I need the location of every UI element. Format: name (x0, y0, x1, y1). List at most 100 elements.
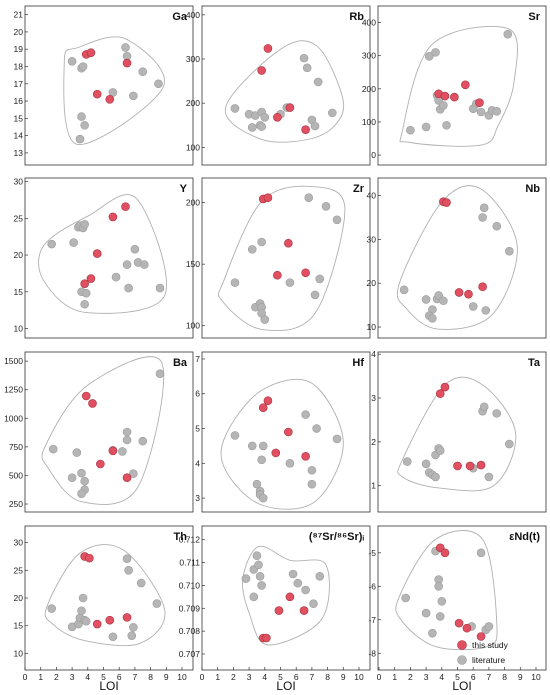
y-tick-label: 1000 (4, 413, 23, 423)
this-study-point (86, 48, 96, 57)
x-tick-label: 6 (471, 672, 476, 682)
legend-literature-label: literature (472, 655, 505, 665)
literature-point (48, 444, 58, 454)
literature-point (505, 246, 514, 256)
field-envelope (220, 378, 344, 510)
this-study-point (85, 553, 94, 563)
y-tick-label: 150 (186, 259, 200, 269)
this-study-point (465, 461, 475, 471)
literature-point (439, 296, 448, 306)
literature-point (503, 29, 513, 39)
x-tick-label: 0 (23, 672, 28, 682)
literature-point (307, 479, 317, 489)
field-envelope (38, 194, 167, 314)
literature-point (313, 77, 323, 87)
literature-point (492, 409, 502, 418)
literature-point (315, 274, 325, 284)
y-tick-label: 14 (14, 131, 24, 141)
this-study-point (301, 125, 310, 134)
this-study-point (122, 613, 132, 622)
literature-point (257, 237, 266, 247)
y-tick-label: 20 (367, 278, 377, 288)
x-tick-label: 7 (487, 672, 492, 682)
y-tick-label: 1250 (4, 385, 23, 395)
this-study-point (440, 548, 450, 558)
this-study-point (121, 202, 130, 211)
y-tick-label: 0.711 (179, 558, 200, 568)
literature-point (476, 107, 486, 117)
y-tick-label: 1500 (4, 356, 23, 366)
literature-point (136, 578, 146, 588)
literature-point (230, 431, 240, 440)
y-tick-label: 20 (14, 27, 24, 37)
panel-4: 100 150 200 Zr (186, 177, 371, 339)
this-study-point (258, 403, 268, 412)
this-study-point (442, 198, 451, 207)
this-study-point (285, 592, 295, 602)
y-tick-label: 7 (195, 354, 200, 364)
x-axis-label: LOI (99, 679, 118, 693)
literature-point (301, 585, 310, 595)
y-tick-label: 0.710 (179, 580, 201, 590)
this-study-point (284, 238, 293, 248)
y-tick-label: 15 (14, 621, 24, 631)
panel-frame (377, 177, 547, 339)
y-tick-label: 0.707 (179, 649, 201, 659)
literature-point (247, 245, 257, 254)
literature-point (81, 288, 91, 298)
literature-point (442, 120, 451, 130)
literature-point (254, 560, 263, 570)
literature-point (435, 446, 445, 455)
x-tick-label: 2 (408, 672, 413, 682)
this-study-point (454, 618, 464, 628)
literature-point (67, 473, 77, 483)
literature-point (468, 302, 478, 311)
legend-literature-marker (457, 655, 467, 665)
literature-point (257, 122, 266, 131)
literature-point (439, 101, 448, 110)
literature-point (321, 202, 331, 211)
literature-point (77, 606, 86, 616)
literature-point (260, 315, 270, 324)
x-tick-label: 1 (215, 672, 220, 682)
panel-frame (24, 351, 194, 513)
y-tick-label: 0.709 (179, 603, 201, 613)
field-envelope (242, 545, 330, 646)
y-tick-label: 18 (14, 61, 24, 71)
this-study-point (80, 279, 89, 288)
this-study-point (122, 473, 132, 483)
literature-point (424, 52, 434, 61)
literature-point (478, 213, 487, 222)
literature-point (505, 439, 514, 449)
y-tick-label: 2 (371, 437, 376, 447)
literature-point (127, 631, 137, 640)
literature-point (481, 306, 491, 315)
literature-point (406, 125, 415, 135)
literature-point (401, 593, 410, 603)
literature-point (129, 469, 138, 479)
panel-title: Ga (172, 11, 188, 23)
literature-point (155, 283, 165, 293)
literature-point (75, 134, 85, 144)
x-tick-label: 4 (85, 672, 90, 682)
y-tick-label: 13 (14, 148, 24, 158)
literature-point (258, 441, 268, 451)
literature-point (293, 578, 303, 588)
this-study-point (299, 606, 309, 615)
x-tick-label: 7 (133, 672, 138, 682)
literature-point (257, 581, 266, 590)
y-tick-label: 100 (362, 117, 376, 127)
literature-point (77, 112, 86, 121)
literature-point (80, 299, 89, 309)
panel-2: 0 100 200 300 400 Sr (362, 5, 547, 166)
literature-point (435, 612, 445, 621)
literature-point (154, 79, 163, 89)
literature-point (315, 571, 325, 581)
y-tick-label: 30 (14, 177, 24, 187)
y-tick-label: 200 (362, 84, 376, 94)
x-tick-label: 1 (38, 672, 43, 682)
y-tick-label: 200 (186, 98, 200, 108)
literature-point (332, 215, 342, 225)
this-study-point (92, 249, 102, 258)
